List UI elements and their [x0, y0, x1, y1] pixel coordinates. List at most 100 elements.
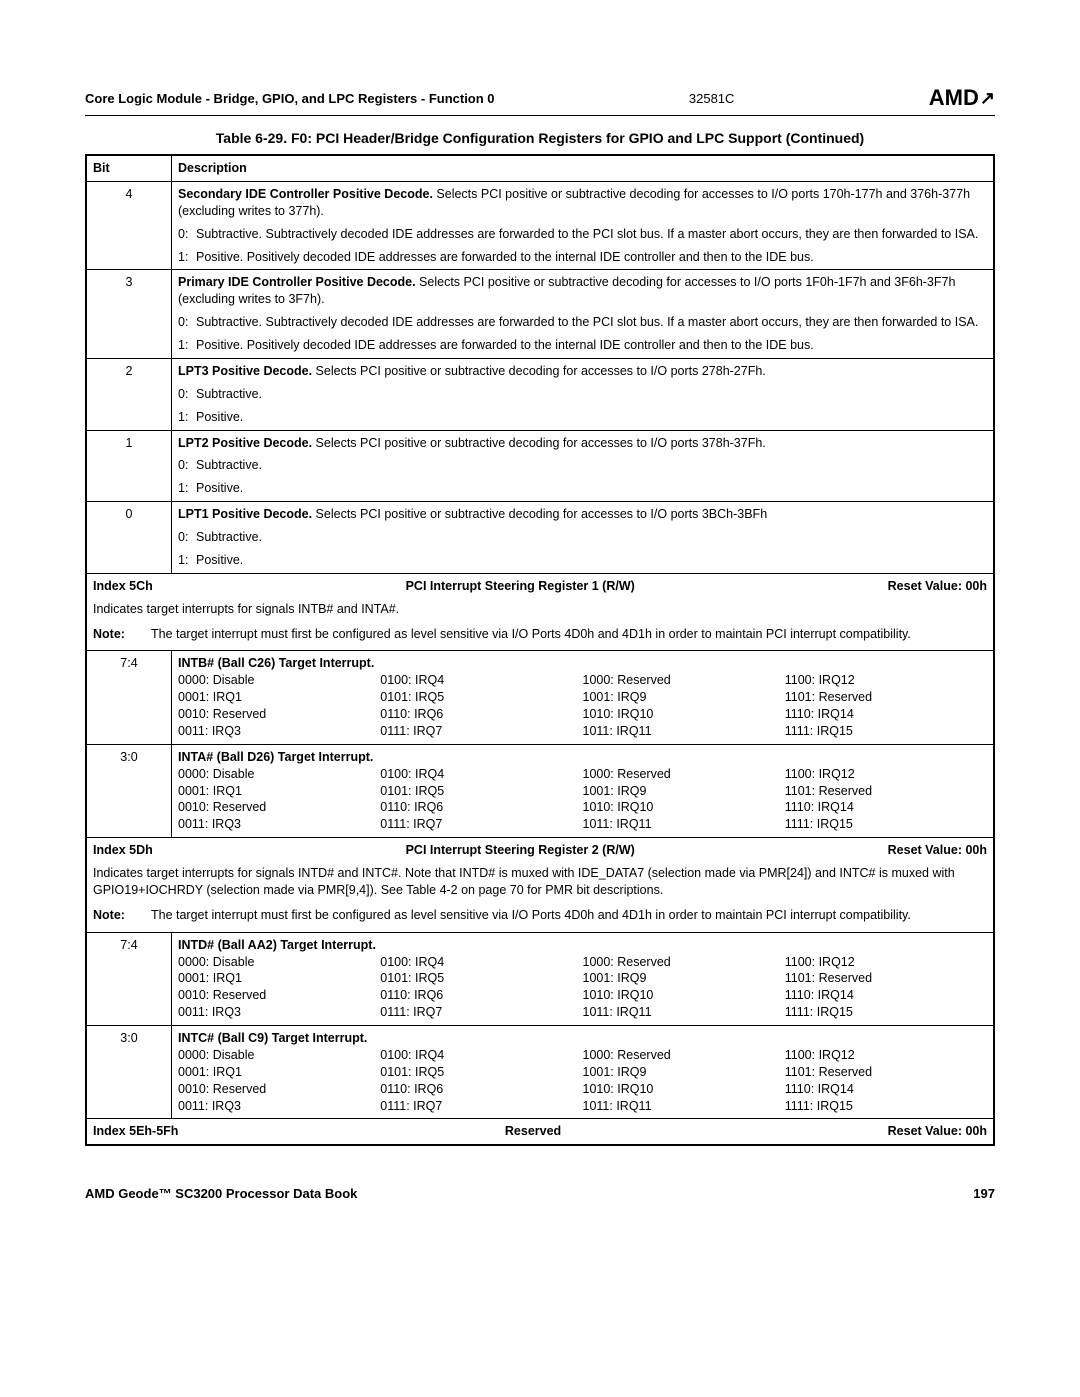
inta-title: INTA# (Ball D26) Target Interrupt. [178, 749, 987, 766]
irq-value: 0000: Disable [178, 1047, 380, 1064]
irq-value: 0010: Reserved [178, 706, 380, 723]
col-bit: Bit [86, 155, 172, 181]
irq-column: 1000: Reserved1001: IRQ91010: IRQ101011:… [583, 954, 785, 1022]
desc-cell: LPT3 Positive Decode. Selects PCI positi… [172, 358, 995, 430]
irq-value: 1110: IRQ14 [785, 1081, 987, 1098]
intc-row: 3:0 INTC# (Ball C9) Target Interrupt. 00… [86, 1026, 994, 1119]
irq-value: 0100: IRQ4 [380, 672, 582, 689]
bit-cell: 1 [86, 430, 172, 502]
index-5e-center: Reserved [505, 1123, 561, 1140]
irq-value: 1111: IRQ15 [785, 1098, 987, 1115]
irq-value: 1111: IRQ15 [785, 816, 987, 833]
intb-title: INTB# (Ball C26) Target Interrupt. [178, 655, 987, 672]
irq-value: 1101: Reserved [785, 689, 987, 706]
table-header-row: Bit Description [86, 155, 994, 181]
irq-value: 0110: IRQ6 [380, 1081, 582, 1098]
irq-column: 0100: IRQ40101: IRQ50110: IRQ60111: IRQ7 [380, 766, 582, 834]
irq-column: 0000: Disable0001: IRQ10010: Reserved001… [178, 766, 380, 834]
desc-cell: Secondary IDE Controller Positive Decode… [172, 181, 995, 270]
irq-value: 1001: IRQ9 [583, 970, 785, 987]
irq-value: 0111: IRQ7 [380, 1098, 582, 1115]
irq-value: 0110: IRQ6 [380, 799, 582, 816]
table-row: 1LPT2 Positive Decode. Selects PCI posit… [86, 430, 994, 502]
irq-column: 1000: Reserved1001: IRQ91010: IRQ101011:… [583, 766, 785, 834]
index-5d-center: PCI Interrupt Steering Register 2 (R/W) [406, 842, 635, 859]
table-caption: Table 6-29. F0: PCI Header/Bridge Config… [85, 130, 995, 146]
irq-value: 0011: IRQ3 [178, 1004, 380, 1021]
irq-value: 0100: IRQ4 [380, 766, 582, 783]
irq-value: 0000: Disable [178, 954, 380, 971]
irq-value: 1011: IRQ11 [583, 723, 785, 740]
irq-value: 1010: IRQ10 [583, 987, 785, 1004]
irq-value: 1011: IRQ11 [583, 1098, 785, 1115]
note-label: Note: [93, 907, 141, 924]
irq-value: 1010: IRQ10 [583, 706, 785, 723]
irq-value: 1001: IRQ9 [583, 783, 785, 800]
page-footer: AMD Geode™ SC3200 Processor Data Book 19… [85, 1186, 995, 1201]
index-5d-reset: Reset Value: 00h [888, 842, 987, 859]
irq-value: 0000: Disable [178, 672, 380, 689]
irq-column: 1000: Reserved1001: IRQ91010: IRQ101011:… [583, 1047, 785, 1115]
index-5e-reset: Reset Value: 00h [888, 1123, 987, 1140]
index-5c-note: The target interrupt must first be confi… [151, 626, 911, 643]
irq-column: 1100: IRQ121101: Reserved1110: IRQ141111… [785, 672, 987, 740]
irq-value: 0010: Reserved [178, 987, 380, 1004]
irq-value: 1111: IRQ15 [785, 723, 987, 740]
intb-irq-map: 0000: Disable0001: IRQ10010: Reserved001… [178, 672, 987, 740]
irq-value: 0011: IRQ3 [178, 723, 380, 740]
page-header: Core Logic Module - Bridge, GPIO, and LP… [85, 85, 995, 116]
irq-value: 1010: IRQ10 [583, 1081, 785, 1098]
irq-column: 0000: Disable0001: IRQ10010: Reserved001… [178, 1047, 380, 1115]
note-label: Note: [93, 626, 141, 643]
irq-value: 1000: Reserved [583, 954, 785, 971]
irq-value: 1000: Reserved [583, 1047, 785, 1064]
intd-row: 7:4 INTD# (Ball AA2) Target Interrupt. 0… [86, 932, 994, 1025]
desc-cell: LPT2 Positive Decode. Selects PCI positi… [172, 430, 995, 502]
irq-value: 0011: IRQ3 [178, 816, 380, 833]
intc-irq-map: 0000: Disable0001: IRQ10010: Reserved001… [178, 1047, 987, 1115]
bit-cell: 4 [86, 181, 172, 270]
desc-cell: Primary IDE Controller Positive Decode. … [172, 270, 995, 359]
irq-column: 1000: Reserved1001: IRQ91010: IRQ101011:… [583, 672, 785, 740]
amd-logo: AMD↗ [929, 85, 995, 111]
irq-value: 1101: Reserved [785, 1064, 987, 1081]
index-5d-header: Index 5Dh PCI Interrupt Steering Registe… [86, 838, 994, 933]
irq-column: 1100: IRQ121101: Reserved1110: IRQ141111… [785, 954, 987, 1022]
index-5c-intro: Indicates target interrupts for signals … [93, 601, 987, 618]
intd-irq-map: 0000: Disable0001: IRQ10010: Reserved001… [178, 954, 987, 1022]
irq-value: 0011: IRQ3 [178, 1098, 380, 1115]
irq-value: 1000: Reserved [583, 766, 785, 783]
desc-cell: LPT1 Positive Decode. Selects PCI positi… [172, 502, 995, 574]
irq-value: 1100: IRQ12 [785, 766, 987, 783]
irq-value: 1100: IRQ12 [785, 954, 987, 971]
irq-value: 1101: Reserved [785, 970, 987, 987]
intc-title: INTC# (Ball C9) Target Interrupt. [178, 1030, 987, 1047]
inta-irq-map: 0000: Disable0001: IRQ10010: Reserved001… [178, 766, 987, 834]
irq-value: 0001: IRQ1 [178, 970, 380, 987]
irq-value: 0111: IRQ7 [380, 816, 582, 833]
irq-value: 0111: IRQ7 [380, 723, 582, 740]
irq-column: 0000: Disable0001: IRQ10010: Reserved001… [178, 672, 380, 740]
irq-value: 1100: IRQ12 [785, 672, 987, 689]
col-desc: Description [172, 155, 995, 181]
table-row: 4Secondary IDE Controller Positive Decod… [86, 181, 994, 270]
irq-value: 1100: IRQ12 [785, 1047, 987, 1064]
irq-value: 1111: IRQ15 [785, 1004, 987, 1021]
header-docnum: 32581C [689, 91, 735, 106]
irq-value: 1011: IRQ11 [583, 816, 785, 833]
index-5c-reset: Reset Value: 00h [888, 578, 987, 595]
irq-value: 0100: IRQ4 [380, 1047, 582, 1064]
irq-value: 1011: IRQ11 [583, 1004, 785, 1021]
irq-value: 1010: IRQ10 [583, 799, 785, 816]
irq-value: 0101: IRQ5 [380, 689, 582, 706]
irq-value: 0010: Reserved [178, 1081, 380, 1098]
irq-column: 1100: IRQ121101: Reserved1110: IRQ141111… [785, 1047, 987, 1115]
index-5d-label: Index 5Dh [93, 842, 153, 859]
irq-value: 0010: Reserved [178, 799, 380, 816]
irq-column: 0000: Disable0001: IRQ10010: Reserved001… [178, 954, 380, 1022]
header-section-title: Core Logic Module - Bridge, GPIO, and LP… [85, 91, 495, 106]
index-5c-center: PCI Interrupt Steering Register 1 (R/W) [406, 578, 635, 595]
footer-page: 197 [973, 1186, 995, 1201]
amd-arrow-icon: ↗ [980, 88, 995, 109]
irq-value: 1000: Reserved [583, 672, 785, 689]
